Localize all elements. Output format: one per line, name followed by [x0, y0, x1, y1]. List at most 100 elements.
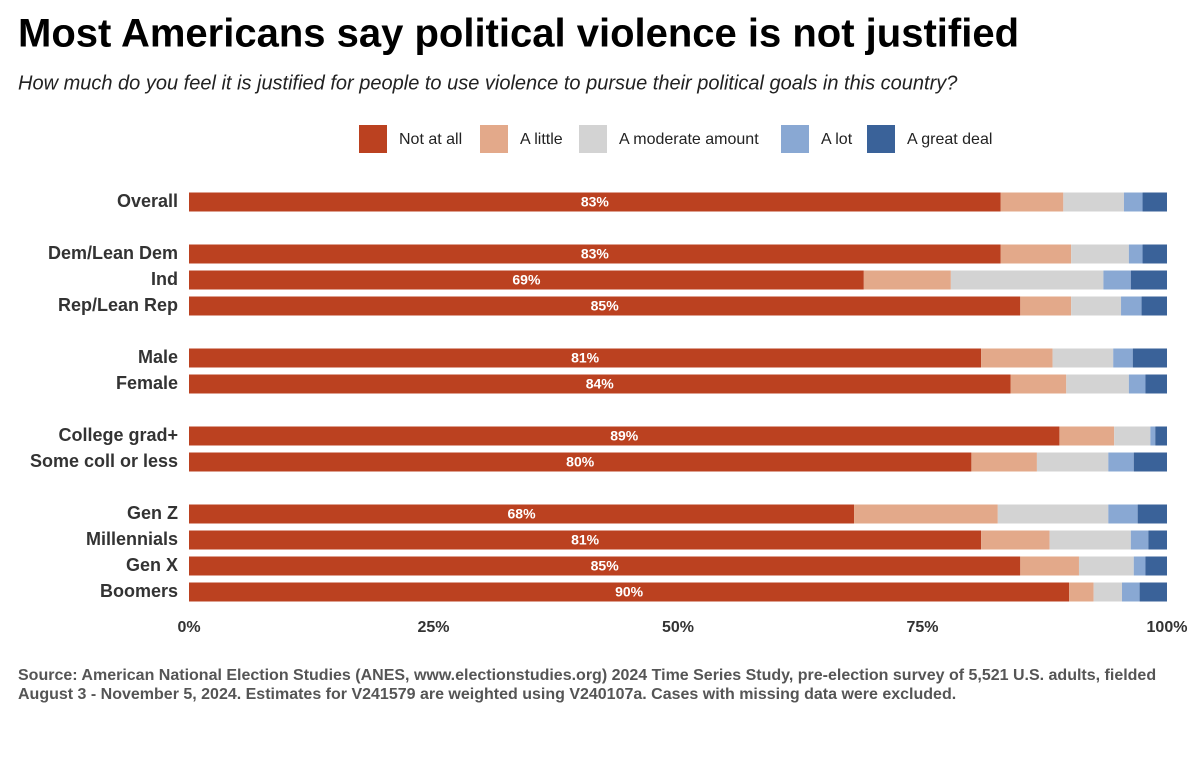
bar-segment — [189, 192, 1001, 212]
bar-segment — [1108, 504, 1138, 524]
value-label: 81% — [571, 350, 600, 366]
category-label: College grad+ — [58, 425, 178, 445]
bar-segment — [1113, 348, 1133, 368]
bar-segment — [1052, 348, 1114, 368]
bar-segment — [1128, 244, 1143, 264]
bar-segment — [1132, 348, 1167, 368]
bar-segment — [1155, 426, 1167, 446]
bar-segment — [1010, 374, 1067, 394]
source-note: Source: American National Election Studi… — [18, 667, 1157, 703]
value-label: 85% — [591, 558, 620, 574]
x-tick-label: 100% — [1147, 619, 1188, 636]
bar-segment — [1122, 582, 1140, 602]
bar-segment — [1069, 582, 1094, 602]
value-label: 85% — [591, 298, 620, 314]
bar-segment — [189, 426, 1060, 446]
bar-segment — [1130, 270, 1167, 290]
bar-segment — [1000, 192, 1064, 212]
bar-segment — [1121, 296, 1142, 316]
chart-subtitle: How much do you feel it is justified for… — [18, 72, 958, 94]
legend-label: A lot — [821, 131, 853, 148]
bar-segment — [1150, 426, 1156, 446]
bar-segment — [1000, 244, 1072, 264]
bar-segment — [189, 452, 972, 472]
bar-segment — [1148, 530, 1167, 550]
legend-label: A moderate amount — [619, 131, 759, 148]
value-label: 89% — [610, 428, 639, 444]
value-label: 68% — [508, 506, 537, 522]
bar-segment — [189, 374, 1011, 394]
bar-segment — [189, 556, 1021, 576]
bar-segment — [189, 296, 1021, 316]
category-label: Ind — [151, 269, 178, 289]
bar-segment — [1114, 426, 1151, 446]
bar-segment — [1108, 452, 1134, 472]
legend-swatch — [579, 125, 607, 153]
bar-segment — [1020, 556, 1079, 576]
bar-segment — [189, 582, 1070, 602]
bar-segment — [950, 270, 1104, 290]
bar-segment — [854, 504, 998, 524]
bar-segment — [1130, 530, 1149, 550]
x-tick-label: 50% — [662, 619, 694, 636]
bar-segment — [1036, 452, 1109, 472]
bar-segment — [189, 270, 864, 290]
value-label: 69% — [512, 272, 541, 288]
bar-segment — [189, 530, 982, 550]
bar-segment — [1142, 192, 1167, 212]
category-label: Male — [138, 347, 178, 367]
legend-label: A great deal — [907, 131, 992, 148]
bar-segment — [1071, 244, 1129, 264]
legend-swatch — [781, 125, 809, 153]
x-tick-label: 0% — [177, 619, 200, 636]
x-tick-label: 75% — [906, 619, 938, 636]
bar-segment — [1133, 556, 1146, 576]
legend-label: Not at all — [399, 131, 462, 148]
category-label: Boomers — [100, 581, 178, 601]
value-label: 80% — [566, 454, 595, 470]
category-label: Female — [116, 373, 178, 393]
bar-segment — [1139, 582, 1167, 602]
bar-segment — [1145, 374, 1167, 394]
category-label: Dem/Lean Dem — [48, 243, 178, 263]
category-label: Rep/Lean Rep — [58, 295, 178, 315]
category-label: Gen Z — [127, 503, 178, 523]
bar-segment — [189, 244, 1001, 264]
bar-segment — [863, 270, 951, 290]
bar-segment — [1063, 192, 1124, 212]
legend-swatch — [480, 125, 508, 153]
bar-segment — [981, 530, 1050, 550]
bar-segment — [1078, 556, 1134, 576]
bar-segment — [1066, 374, 1129, 394]
legend-swatch — [867, 125, 895, 153]
bar-segment — [1145, 556, 1167, 576]
value-label: 84% — [586, 376, 615, 392]
chart-title: Most Americans say political violence is… — [18, 12, 1019, 56]
legend-swatch — [359, 125, 387, 153]
bar-segment — [1123, 192, 1143, 212]
bar-segment — [1141, 296, 1167, 316]
bar-segment — [1059, 426, 1115, 446]
bar-segment — [981, 348, 1053, 368]
bar-segment — [1142, 244, 1167, 264]
bar-segment — [1093, 582, 1123, 602]
value-label: 83% — [581, 194, 610, 210]
bar-segment — [1137, 504, 1167, 524]
bar-segment — [1020, 296, 1072, 316]
bar-segment — [1133, 452, 1167, 472]
bar-segment — [189, 348, 982, 368]
bar-segment — [971, 452, 1037, 472]
category-label: Gen X — [126, 555, 178, 575]
bar-segment — [189, 504, 855, 524]
value-label: 83% — [581, 246, 610, 262]
bar-segment — [1103, 270, 1131, 290]
legend-label: A little — [520, 131, 563, 148]
value-label: 81% — [571, 532, 600, 548]
category-label: Overall — [117, 191, 178, 211]
bar-segment — [1049, 530, 1131, 550]
x-tick-label: 25% — [417, 619, 449, 636]
value-label: 90% — [615, 584, 644, 600]
bar-segment — [1128, 374, 1146, 394]
